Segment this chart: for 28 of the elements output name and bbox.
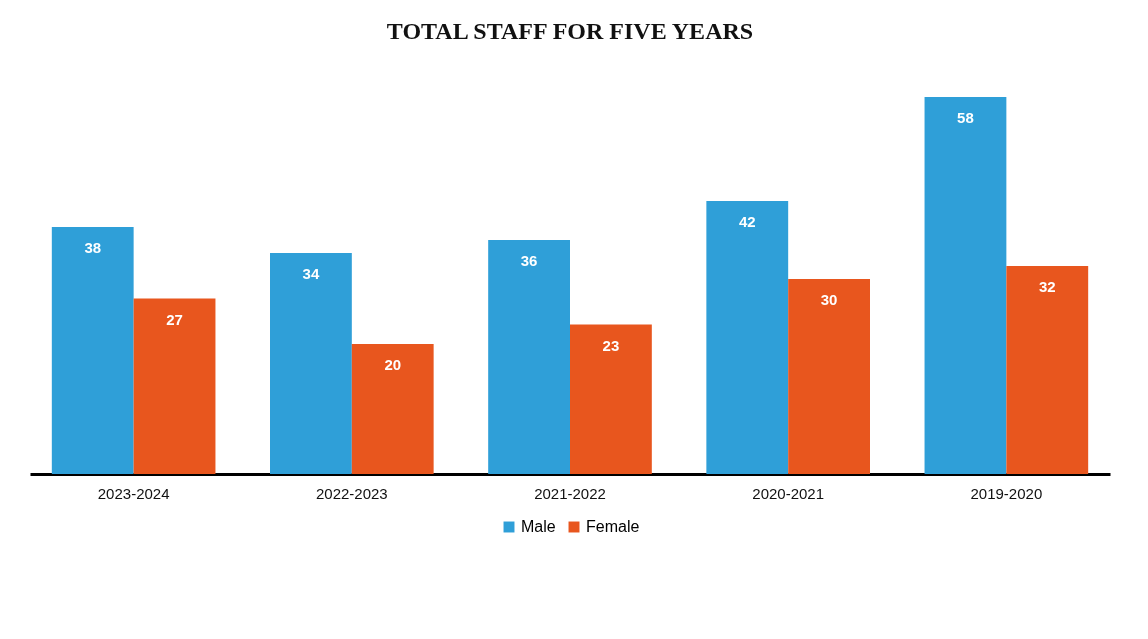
bar bbox=[1006, 266, 1089, 474]
data-label: 32 bbox=[1038, 278, 1056, 295]
bar bbox=[570, 324, 652, 474]
data-label: 34 bbox=[302, 265, 320, 282]
data-label: 58 bbox=[957, 109, 974, 126]
x-tick-label: 2023-2024 bbox=[97, 484, 170, 502]
x-tick-label: 2019-2020 bbox=[970, 484, 1043, 502]
bar bbox=[133, 298, 216, 474]
legend-label: Female bbox=[586, 518, 640, 535]
bar bbox=[270, 253, 352, 474]
data-label: 38 bbox=[84, 239, 102, 256]
data-label: 30 bbox=[820, 291, 838, 308]
x-tick-label: 2022-2023 bbox=[315, 484, 388, 502]
data-label: 20 bbox=[384, 356, 402, 373]
bar bbox=[706, 201, 789, 474]
x-tick-label: 2021-2022 bbox=[534, 484, 606, 502]
bar bbox=[788, 279, 870, 474]
bar bbox=[924, 97, 1007, 474]
data-label: 36 bbox=[520, 252, 538, 269]
bar bbox=[351, 344, 434, 474]
chart-title: TOTAL STAFF FOR FIVE YEARS bbox=[386, 18, 754, 44]
x-tick-label: 2020-2021 bbox=[752, 484, 825, 502]
data-label: 42 bbox=[738, 213, 756, 230]
bar bbox=[51, 227, 134, 474]
data-label: 27 bbox=[166, 310, 183, 328]
bar bbox=[488, 240, 570, 474]
data-label: 23 bbox=[602, 336, 620, 354]
legend-label: Male bbox=[521, 518, 556, 535]
